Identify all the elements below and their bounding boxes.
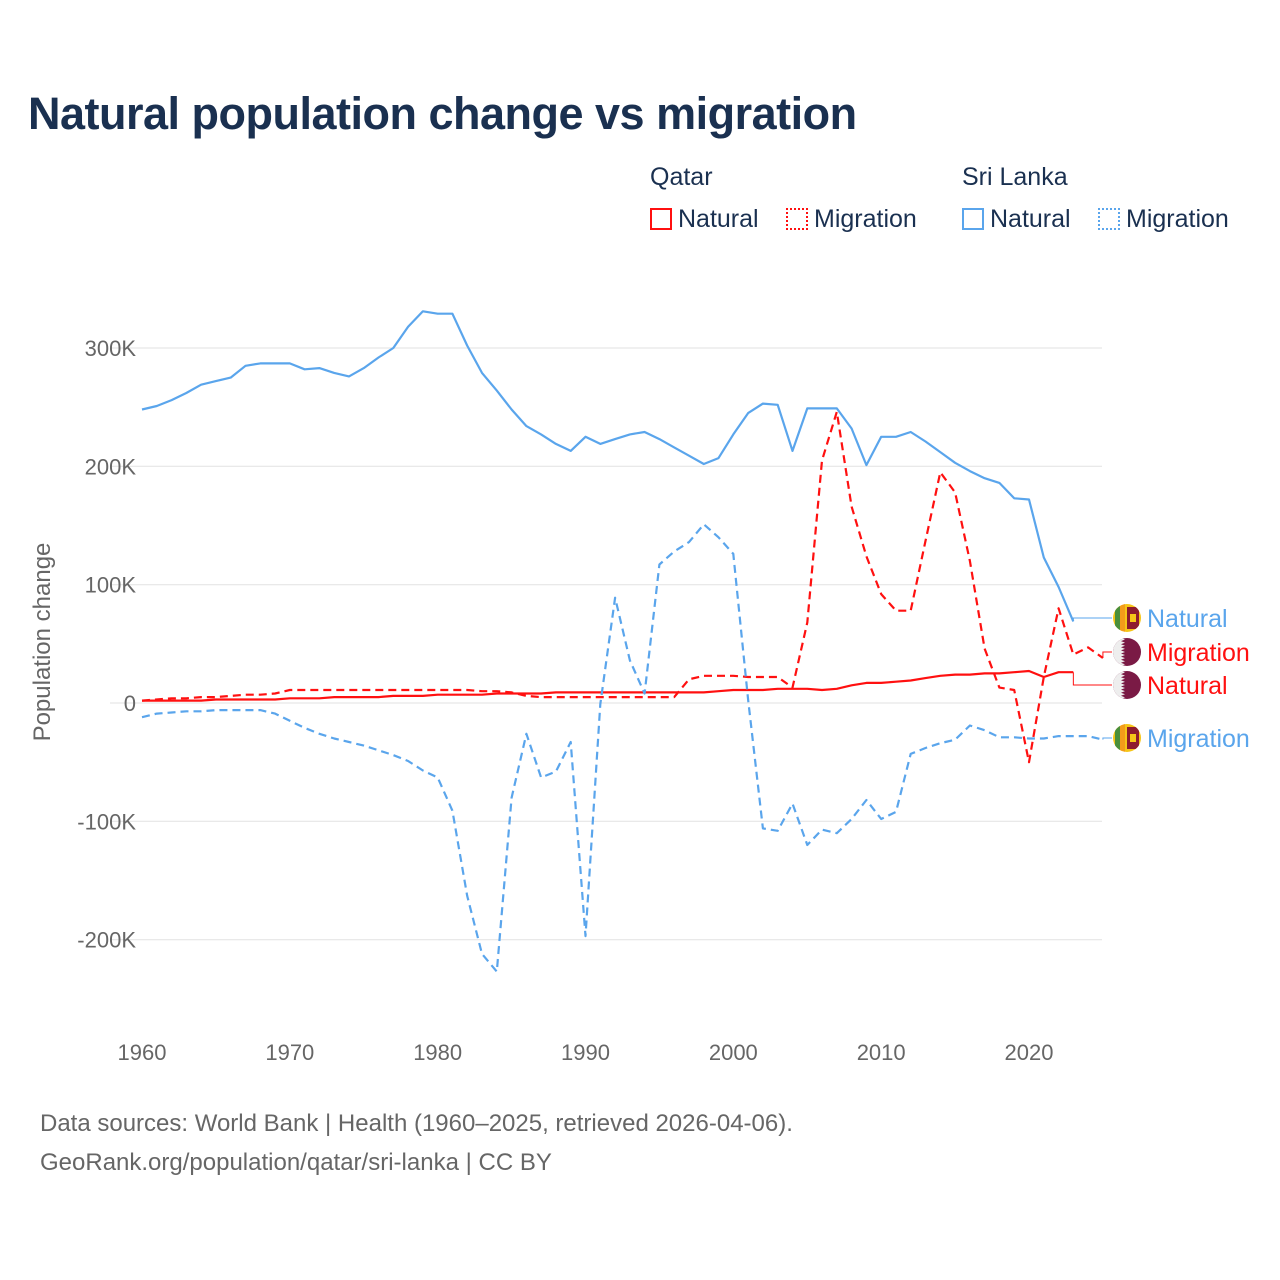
legend-group-title-sri-lanka: Sri Lanka bbox=[962, 163, 1068, 191]
series-end-label: Natural bbox=[1147, 672, 1228, 700]
x-tick-label: 2010 bbox=[857, 1040, 906, 1065]
series-line-sri-lanka-migration bbox=[141, 523, 1104, 973]
x-tick-label: 2000 bbox=[709, 1040, 758, 1065]
legend-label: Migration bbox=[814, 205, 917, 233]
series-end-label: Natural bbox=[1147, 605, 1228, 633]
legend-swatch-solid bbox=[962, 208, 984, 230]
label-connector bbox=[1072, 617, 1112, 622]
legend-item-qatar-natural[interactable]: Natural bbox=[650, 205, 759, 234]
chart-title: Natural population change vs migration bbox=[28, 88, 857, 139]
y-tick-label: -100K bbox=[77, 809, 136, 834]
legend-item-qatar-migration[interactable]: Migration bbox=[786, 205, 917, 234]
x-tick-label: 1970 bbox=[265, 1040, 314, 1065]
x-tick-label: 2020 bbox=[1005, 1040, 1054, 1065]
series-line-sri-lanka-natural bbox=[141, 310, 1075, 622]
footer-sources: Data sources: World Bank | Health (1960–… bbox=[40, 1110, 793, 1137]
legend-swatch-dotted bbox=[1098, 208, 1120, 230]
y-tick-label: 100K bbox=[85, 573, 137, 598]
y-tick-label: -200K bbox=[77, 928, 136, 953]
series-end-label: Migration bbox=[1147, 725, 1250, 753]
legend-label: Migration bbox=[1126, 205, 1229, 233]
y-axis-label: Population change bbox=[29, 543, 56, 742]
x-tick-label: 1980 bbox=[413, 1040, 462, 1065]
qatar-flag-icon bbox=[1113, 671, 1141, 699]
series-line-qatar-natural bbox=[142, 669, 1074, 702]
y-tick-label: 0 bbox=[124, 691, 136, 716]
sri-lanka-flag-icon bbox=[1113, 604, 1141, 632]
sri-lanka-flag-icon bbox=[1113, 724, 1141, 752]
x-tick-label: 1990 bbox=[561, 1040, 610, 1065]
footer-url: GeoRank.org/population/qatar/sri-lanka |… bbox=[40, 1149, 552, 1176]
y-tick-label: 300K bbox=[85, 336, 137, 361]
label-connector bbox=[1072, 672, 1112, 686]
legend-group-title-qatar: Qatar bbox=[650, 163, 713, 191]
qatar-flag-icon bbox=[1113, 638, 1141, 666]
label-connector bbox=[1102, 651, 1112, 659]
legend-label: Natural bbox=[678, 205, 759, 233]
legend-item-sri-lanka-natural[interactable]: Natural bbox=[962, 205, 1071, 234]
label-connector bbox=[1102, 737, 1112, 740]
legend-swatch-dotted bbox=[786, 208, 808, 230]
x-tick-label: 1960 bbox=[118, 1040, 167, 1065]
legend-item-sri-lanka-migration[interactable]: Migration bbox=[1098, 205, 1229, 234]
series-line-qatar-migration bbox=[141, 410, 1104, 764]
series-end-label: Migration bbox=[1147, 639, 1250, 667]
y-tick-label: 200K bbox=[85, 454, 137, 479]
legend-label: Natural bbox=[990, 205, 1071, 233]
legend-swatch-solid bbox=[650, 208, 672, 230]
